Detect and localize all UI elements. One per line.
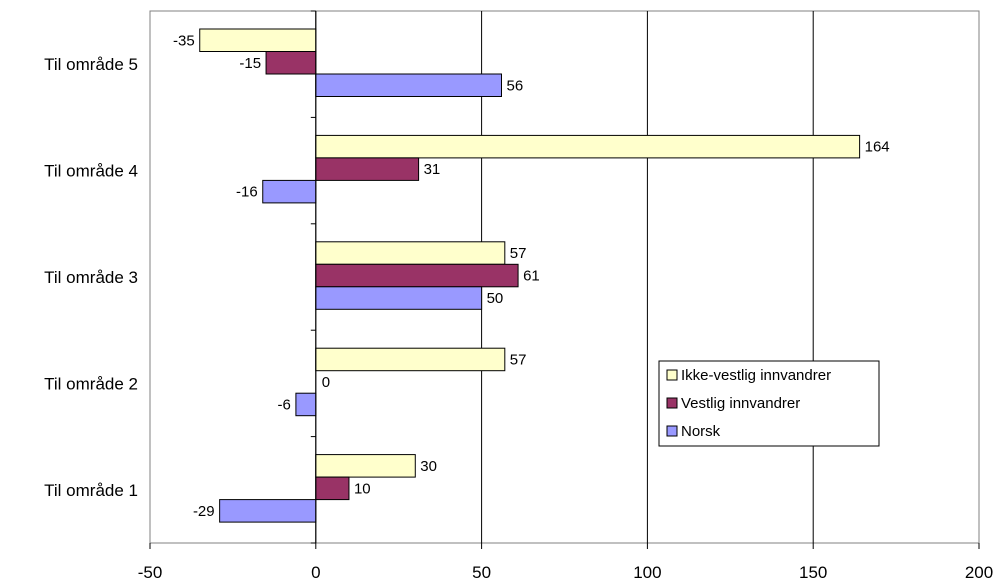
bar <box>262 179 317 204</box>
data-label: 30 <box>420 458 437 475</box>
legend-swatch <box>666 397 678 409</box>
data-label: 57 <box>510 245 527 262</box>
category-label: Til område 4 <box>44 162 138 181</box>
category-axis <box>310 10 317 544</box>
legend-entry: Norsk <box>681 423 721 440</box>
x-tick-label: 150 <box>799 563 827 582</box>
bar <box>315 454 416 478</box>
data-label: -29 <box>193 503 215 520</box>
bar <box>315 241 506 265</box>
category-label: Til område 1 <box>44 481 138 500</box>
x-tick-label: 0 <box>311 563 320 582</box>
x-tick-label: -50 <box>138 563 163 582</box>
x-tick-label: 200 <box>965 563 993 582</box>
data-label: 61 <box>523 268 540 285</box>
data-label: -15 <box>239 55 261 72</box>
category-labels: Til område 1 Til område 2 Til område 3 Til … <box>44 55 138 500</box>
legend-swatch <box>666 369 678 381</box>
bar <box>315 347 506 372</box>
data-label: 0 <box>322 374 330 391</box>
legend: Ikke-vestlig innvandrer Vestlig innvandre… <box>658 360 880 447</box>
bar <box>315 476 350 501</box>
bar <box>315 73 502 97</box>
value-labels: 30 10 -29 57 0 -6 57 61 50 164 31 -16 -35 -15 56 <box>173 32 890 520</box>
data-label: -6 <box>278 396 291 413</box>
bar <box>265 51 317 75</box>
data-label: 164 <box>865 139 890 156</box>
category-label: Til område 3 <box>44 268 138 287</box>
bar <box>315 286 483 310</box>
bar <box>199 28 317 52</box>
data-label: 56 <box>506 77 523 94</box>
bar <box>315 134 861 159</box>
legend-swatch <box>666 425 678 437</box>
legend-entry: Ikke-vestlig innvandrer <box>681 367 831 384</box>
plot-area <box>149 10 980 544</box>
bar <box>219 499 317 523</box>
bar <box>315 157 420 181</box>
data-label: 31 <box>424 161 441 178</box>
legend-box <box>658 360 880 447</box>
x-tick-label: 50 <box>472 563 491 582</box>
x-axis-ticks: -50 0 50 100 150 200 <box>138 543 993 582</box>
data-label: -35 <box>173 32 195 49</box>
bar <box>315 263 519 288</box>
data-label: 57 <box>510 351 527 368</box>
data-label: 10 <box>354 480 371 497</box>
category-label: Til område 2 <box>44 374 138 393</box>
category-label: Til område 5 <box>44 55 138 74</box>
data-label: -16 <box>236 184 258 201</box>
legend-entry: Vestlig innvandrer <box>681 395 800 412</box>
data-label: 50 <box>487 290 504 307</box>
x-tick-label: 100 <box>633 563 661 582</box>
bar <box>295 392 317 417</box>
bars <box>199 28 861 523</box>
